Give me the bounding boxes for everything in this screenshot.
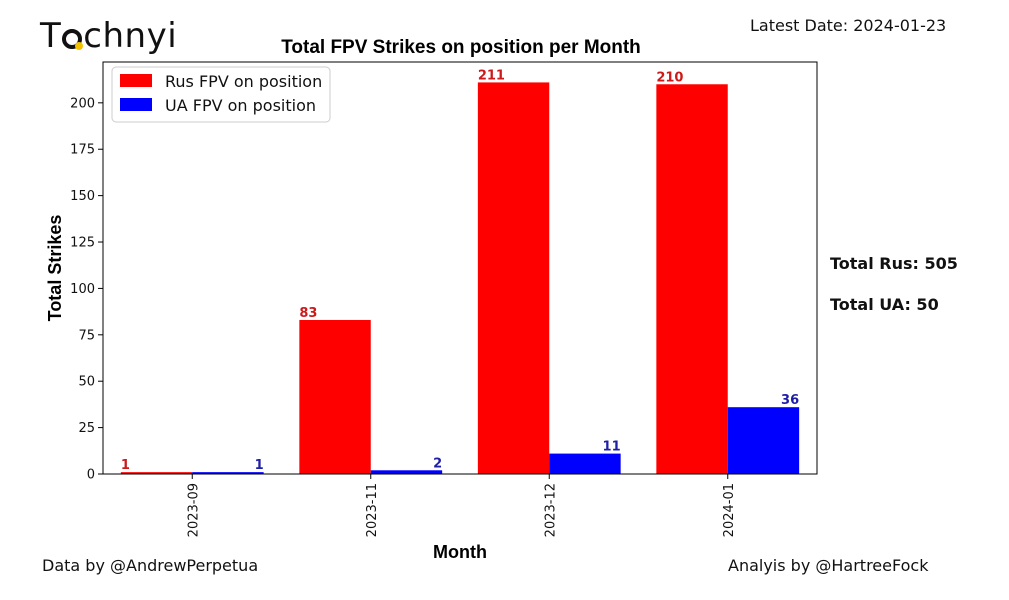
logo-ring-icon: [62, 29, 84, 50]
y-tick-label: 150: [70, 189, 95, 204]
data-label-ua: 2: [433, 456, 442, 471]
bar-rus-2023-12: [477, 82, 550, 474]
bar-ua-2023-12: [549, 453, 621, 474]
y-tick-label: 75: [78, 328, 95, 343]
bar-ua-2024-01: [727, 407, 800, 474]
total-rus: Total Rus: 505: [830, 254, 958, 273]
y-axis-title: Total Strikes: [45, 215, 65, 322]
y-tick-label: 0: [87, 468, 95, 483]
x-tick-label: 2024-01: [722, 483, 737, 537]
data-label-rus: 83: [299, 306, 317, 321]
legend-box: [111, 66, 331, 123]
bar-rus-2024-01: [656, 84, 728, 475]
x-axis-title: Month: [433, 542, 487, 562]
legend-label-rus: Rus FPV on position: [165, 72, 322, 91]
data-label-rus: 1: [121, 458, 130, 473]
y-tick-label: 125: [70, 236, 95, 251]
bar-rus-2023-11: [299, 319, 371, 474]
legend-swatch-ua: [120, 98, 152, 111]
y-tick-label: 200: [70, 96, 95, 111]
analysis-credit: Analyis by @HartreeFock: [728, 556, 929, 575]
plot-frame: [102, 61, 818, 475]
y-tick-label: 25: [78, 421, 95, 436]
data-credit: Data by @AndrewPerpetua: [42, 556, 259, 575]
data-label-ua: 36: [781, 393, 799, 408]
total-ua: Total UA: 50: [830, 295, 939, 314]
chart-title: Total FPV Strikes on position per Month: [281, 37, 641, 58]
bar-rus-2023-09: [120, 472, 193, 474]
x-tick-label: 2023-11: [365, 483, 380, 537]
bar-ua-2023-09: [192, 472, 264, 474]
bar-ua-2023-11: [370, 470, 443, 474]
y-tick-label: 100: [70, 282, 95, 297]
x-axis: 2023-09 2023-11 2023-12 2024-01: [186, 474, 737, 537]
legend-label-ua: UA FPV on position: [165, 96, 316, 115]
data-label-ua: 11: [603, 440, 621, 455]
latest-date: Latest Date: 2024-01-23: [750, 16, 947, 35]
x-tick-label: 2023-12: [543, 483, 558, 537]
legend-swatch-rus: [120, 74, 152, 87]
data-label-ua: 1: [255, 458, 264, 473]
data-label-rus: 210: [656, 70, 683, 85]
data-label-rus: 211: [478, 68, 505, 83]
legend: Rus FPV on position UA FPV on position: [111, 66, 331, 123]
x-tick-label: 2023-09: [186, 483, 201, 537]
y-tick-label: 175: [70, 143, 95, 158]
y-tick-label: 50: [78, 375, 95, 390]
y-axis: 0 25 50 75 100 125 150 175 200: [70, 96, 103, 483]
